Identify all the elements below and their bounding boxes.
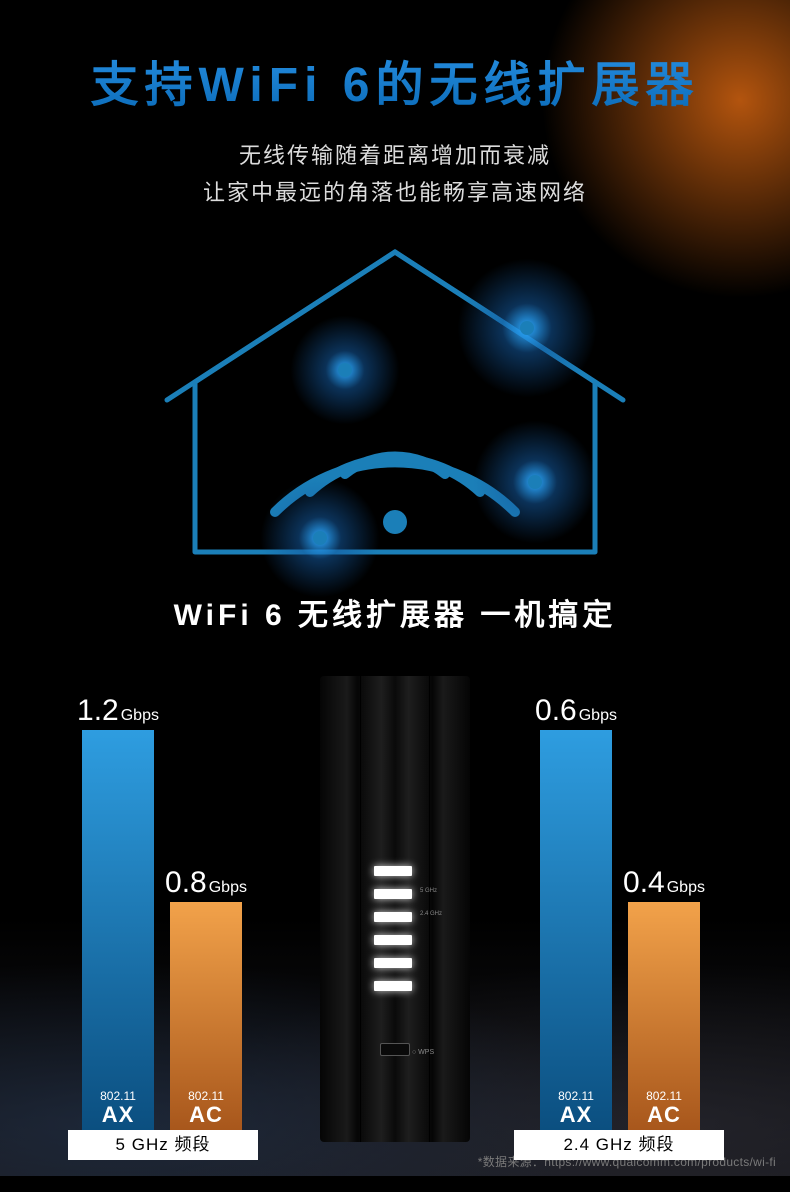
device-led <box>374 958 412 968</box>
bar-standard-label: 802.11AC <box>628 1090 700 1126</box>
device-led-caption: 5 GHz <box>420 888 437 894</box>
house-diagram <box>135 222 655 582</box>
wps-label: ○ WPS <box>412 1049 434 1056</box>
device-illustration: 5 GHz2.4 GHz ○ WPS <box>320 676 470 1142</box>
bar-value-label: 1.2Gbps <box>77 694 159 728</box>
chart-bar: 0.8Gbps802.11AC <box>170 902 242 1130</box>
page-title: 支持WiFi 6的无线扩展器 <box>0 0 790 115</box>
subtitle: 无线传输随着距离增加而衰减 让家中最远的角落也能畅享高速网络 <box>0 137 790 212</box>
device-led <box>374 935 412 945</box>
bar-value-label: 0.4Gbps <box>623 866 705 900</box>
chart-bar: 1.2Gbps802.11AX <box>82 730 154 1130</box>
device-led-stack: 5 GHz2.4 GHz <box>374 866 416 1004</box>
chart-bar: 0.6Gbps802.11AX <box>540 730 612 1130</box>
bar-standard-label: 802.11AX <box>82 1090 154 1126</box>
device-led <box>374 889 412 899</box>
wps-button <box>380 1043 410 1056</box>
house-icon <box>135 222 655 582</box>
band-label: 2.4 GHz 频段 <box>514 1130 724 1160</box>
bar-value-label: 0.8Gbps <box>165 866 247 900</box>
band-label: 5 GHz 频段 <box>68 1130 258 1160</box>
device-led <box>374 912 412 922</box>
bar-standard-label: 802.11AX <box>540 1090 612 1126</box>
device-led-caption: 2.4 GHz <box>420 911 442 917</box>
subtitle-line-2: 让家中最远的角落也能畅享高速网络 <box>0 174 790 211</box>
device-led <box>374 866 412 876</box>
chart-bar: 0.4Gbps802.11AC <box>628 902 700 1130</box>
device-led <box>374 981 412 991</box>
comparison-chart: 5 GHz2.4 GHz ○ WPS 1.2Gbps802.11AX0.8Gbp… <box>0 662 790 1192</box>
subheading: WiFi 6 无线扩展器 一机搞定 <box>0 590 790 634</box>
bar-value-label: 0.6Gbps <box>535 694 617 728</box>
subtitle-line-1: 无线传输随着距离增加而衰减 <box>0 137 790 174</box>
bar-standard-label: 802.11AC <box>170 1090 242 1126</box>
